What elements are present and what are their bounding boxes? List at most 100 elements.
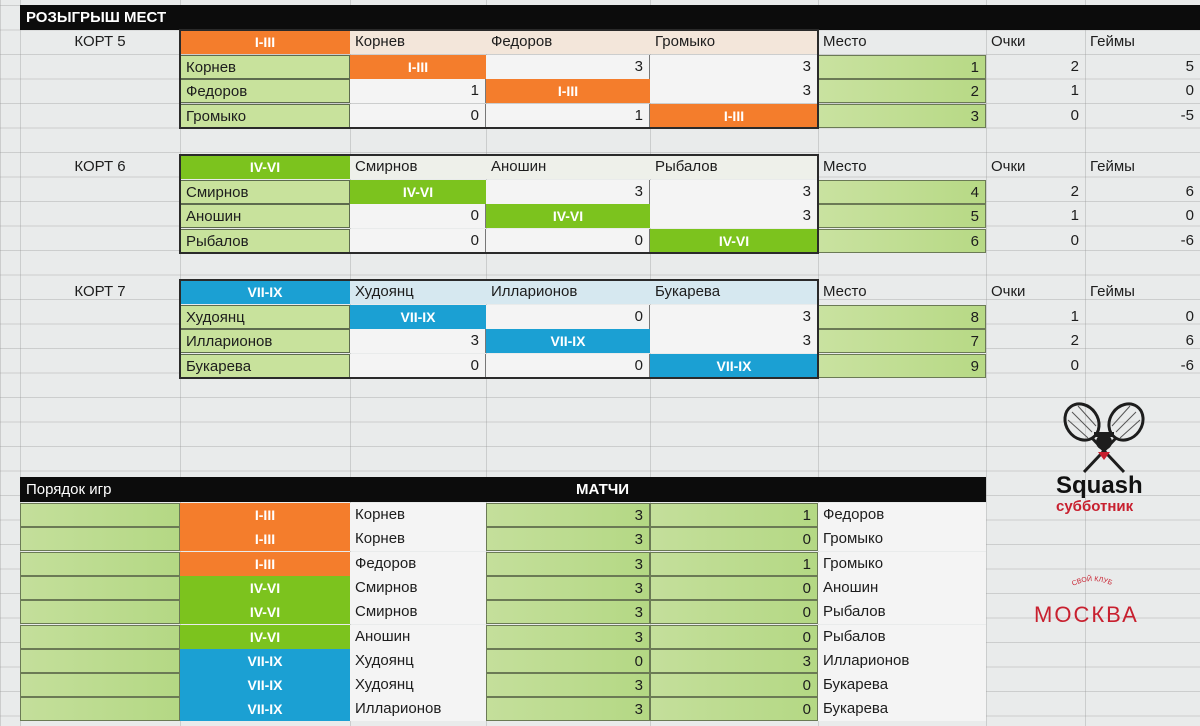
games-cell[interactable]: -5 — [1180, 106, 1194, 124]
col-place-header: Место — [823, 158, 867, 175]
match-player-1: Корнев — [350, 503, 486, 527]
points-cell[interactable]: 2 — [1070, 332, 1079, 349]
place-cell[interactable]: 7 — [818, 329, 986, 353]
games-cell[interactable]: 6 — [1185, 182, 1194, 200]
match-score-2[interactable]: 1 — [650, 551, 818, 576]
match-score-2[interactable]: 0 — [650, 527, 818, 552]
column-player-name: Корнев — [350, 30, 486, 54]
col-games-header: Геймы — [1090, 283, 1135, 300]
games-cell[interactable]: -6 — [1180, 356, 1194, 374]
score-cell[interactable]: 0 — [486, 228, 650, 253]
points-cell[interactable]: 1 — [1070, 307, 1079, 325]
row-player-name: Смирнов — [180, 179, 350, 204]
score-cell[interactable]: 3 — [650, 54, 818, 79]
points-cell[interactable]: 0 — [1070, 231, 1079, 249]
diagonal-tag: I-III — [486, 79, 650, 103]
place-cell[interactable]: 1 — [818, 54, 986, 79]
court-tag: I-III — [180, 30, 350, 54]
order-row-fill — [20, 575, 180, 600]
score-cell[interactable]: 3 — [486, 54, 650, 79]
games-cell[interactable]: -6 — [1180, 231, 1194, 249]
match-score-1[interactable]: 3 — [486, 697, 650, 722]
score-cell[interactable]: 1 — [486, 103, 650, 128]
diagonal-tag: IV-VI — [650, 228, 818, 253]
match-score-1[interactable]: 3 — [486, 624, 650, 649]
score-cell[interactable]: 3 — [650, 79, 818, 103]
brand-sub: субботник — [1056, 498, 1134, 515]
column-player-name: Смирнов — [350, 155, 486, 179]
score-cell[interactable]: 0 — [350, 353, 486, 378]
match-player-1: Смирнов — [350, 575, 486, 600]
match-tag: IV-VI — [180, 624, 350, 649]
match-player-2: Рыбалов — [818, 624, 986, 649]
score-cell[interactable]: 1 — [350, 79, 486, 103]
games-cell[interactable]: 5 — [1185, 57, 1194, 75]
court-label: КОРТ 5 — [74, 33, 126, 50]
score-cell[interactable]: 3 — [350, 329, 486, 353]
match-score-1[interactable]: 3 — [486, 600, 650, 625]
col-points-header: Очки — [991, 33, 1026, 50]
place-cell[interactable]: 2 — [818, 79, 986, 103]
match-score-2[interactable]: 0 — [650, 600, 818, 625]
match-player-2: Букарева — [818, 673, 986, 698]
match-score-2[interactable]: 0 — [650, 697, 818, 722]
place-cell[interactable]: 4 — [818, 179, 986, 204]
score-cell[interactable]: 3 — [486, 179, 650, 204]
place-cell[interactable]: 6 — [818, 228, 986, 253]
match-score-1[interactable]: 3 — [486, 673, 650, 698]
match-player-2: Аношин — [818, 575, 986, 600]
score-cell[interactable]: 0 — [486, 353, 650, 378]
score-cell[interactable]: 0 — [350, 228, 486, 253]
games-cell[interactable]: 0 — [1185, 82, 1194, 99]
games-cell[interactable]: 0 — [1185, 307, 1194, 325]
score-cell[interactable]: 3 — [650, 204, 818, 228]
order-row-fill — [20, 648, 180, 673]
match-player-2: Букарева — [818, 697, 986, 722]
match-score-2[interactable]: 1 — [650, 503, 818, 527]
match-tag: VII-IX — [180, 673, 350, 698]
order-row-fill — [20, 527, 180, 552]
court-label: КОРТ 7 — [74, 283, 126, 300]
score-cell[interactable]: 3 — [650, 329, 818, 353]
match-tag: IV-VI — [180, 575, 350, 600]
match-score-2[interactable]: 0 — [650, 575, 818, 600]
points-cell[interactable]: 1 — [1070, 207, 1079, 224]
place-cell[interactable]: 3 — [818, 103, 986, 128]
grid-col-line — [986, 0, 987, 726]
crossed-rackets-icon — [1063, 402, 1145, 474]
score-cell[interactable]: 0 — [350, 204, 486, 228]
points-cell[interactable]: 2 — [1070, 182, 1079, 200]
points-cell[interactable]: 2 — [1070, 57, 1079, 75]
match-score-1[interactable]: 3 — [486, 503, 650, 527]
squash-logo: Squash субботник — [1040, 400, 1170, 520]
col-place-header: Место — [823, 283, 867, 300]
score-cell[interactable]: 0 — [486, 304, 650, 329]
match-score-2[interactable]: 0 — [650, 624, 818, 649]
match-score-1[interactable]: 3 — [486, 527, 650, 552]
match-score-1[interactable]: 0 — [486, 648, 650, 673]
match-player-2: Илларионов — [818, 648, 986, 673]
row-player-name: Букарева — [180, 353, 350, 378]
points-cell[interactable]: 0 — [1070, 106, 1079, 124]
diagonal-tag: VII-IX — [486, 329, 650, 353]
match-score-1[interactable]: 3 — [486, 551, 650, 576]
match-score-2[interactable]: 0 — [650, 673, 818, 698]
column-player-name: Букарева — [650, 280, 818, 304]
points-cell[interactable]: 1 — [1070, 82, 1079, 99]
games-cell[interactable]: 0 — [1185, 207, 1194, 224]
order-row-fill — [20, 551, 180, 576]
games-cell[interactable]: 6 — [1185, 332, 1194, 349]
score-cell[interactable]: 3 — [650, 179, 818, 204]
club-logo: СВОЙ КЛУБ МОСКВА — [1030, 572, 1155, 632]
place-cell[interactable]: 9 — [818, 353, 986, 378]
match-score-2[interactable]: 3 — [650, 648, 818, 673]
place-cell[interactable]: 8 — [818, 304, 986, 329]
court-label: КОРТ 6 — [74, 158, 126, 175]
points-cell[interactable]: 0 — [1070, 356, 1079, 374]
score-cell[interactable]: 0 — [350, 103, 486, 128]
match-player-1: Худоянц — [350, 673, 486, 698]
place-cell[interactable]: 5 — [818, 204, 986, 228]
match-score-1[interactable]: 3 — [486, 575, 650, 600]
brand-name: Squash — [1056, 472, 1143, 499]
score-cell[interactable]: 3 — [650, 304, 818, 329]
